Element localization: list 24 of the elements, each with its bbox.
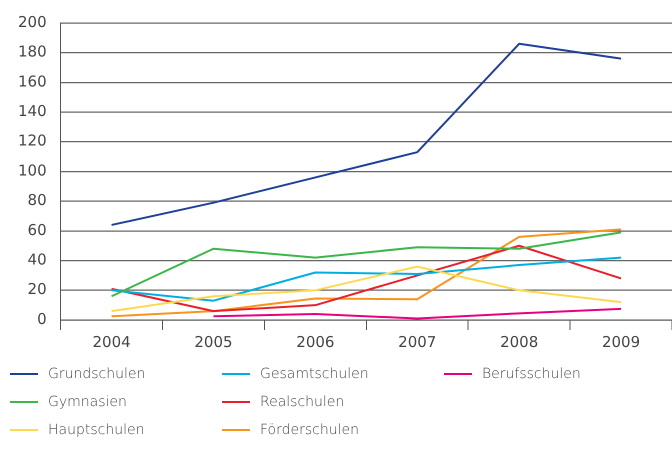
y-tick-label: 0 [37,310,47,328]
y-tick-label: 160 [18,72,47,90]
legend-label: Realschulen [260,394,344,410]
y-tick-label: 120 [18,132,47,150]
legend-label: Gymnasien [48,394,127,410]
x-tick-label: 2009 [602,332,640,351]
x-tick-label: 2007 [398,332,436,351]
y-tick-label: 20 [28,280,47,298]
y-tick-label: 80 [28,191,47,210]
y-tick-label: 200 [18,12,47,31]
x-tick-label: 2005 [194,332,233,351]
y-tick-label: 100 [18,161,47,180]
y-tick-label: 40 [28,250,47,268]
x-tick-label: 2006 [296,332,334,351]
y-tick-label: 140 [18,102,47,120]
y-tick-label: 180 [18,42,47,61]
legend-label: Gesamtschulen [260,366,369,382]
legend-label: Berufsschulen [482,366,581,382]
legend-label: Grundschulen [48,366,146,382]
legend-label: Hauptschulen [48,422,144,438]
legend-label: Förderschulen [260,422,359,438]
x-tick-label: 2004 [92,332,131,351]
x-tick-label: 2008 [500,332,538,351]
y-tick-label: 60 [28,220,47,239]
